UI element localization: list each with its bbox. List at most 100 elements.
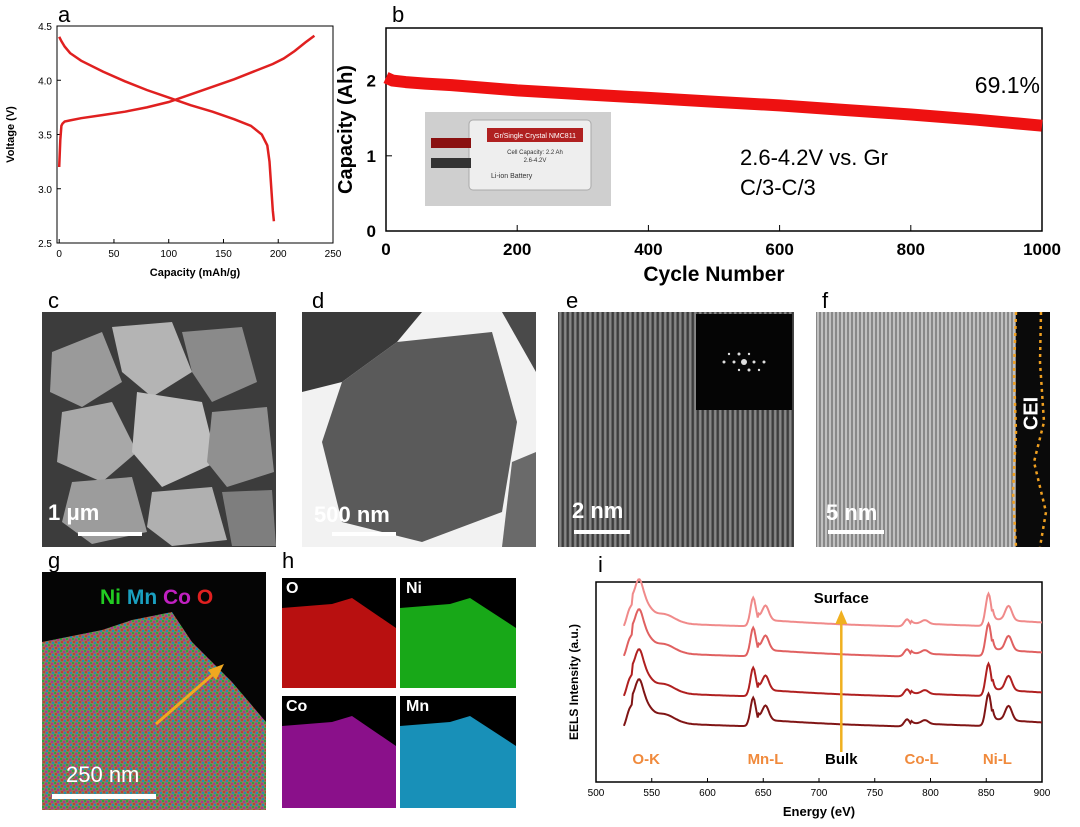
bulk-label: Bulk xyxy=(825,751,858,768)
x-tick-label-a: 100 xyxy=(160,249,177,260)
eds-element-legend: Ni Mn Co O xyxy=(100,586,213,610)
eds-label-co: Co xyxy=(163,586,192,609)
x-tick-label-i: 800 xyxy=(922,788,939,799)
y-axis-label-a: Voltage (V) xyxy=(5,106,17,163)
plot-frame-a xyxy=(56,25,334,244)
x-tick-label-a: 250 xyxy=(325,249,342,260)
battery-tab-negative xyxy=(431,158,471,168)
fft-pattern xyxy=(722,352,766,372)
x-tick-label-i: 500 xyxy=(588,788,605,799)
y-tick-label-a: 4.0 xyxy=(38,76,52,87)
voltage-window-annotation: 2.6-4.2V vs. Gr xyxy=(740,145,888,170)
eds-label-ni: Ni xyxy=(100,586,121,609)
x-tick-label-b: 400 xyxy=(634,240,662,259)
sem-particles xyxy=(42,312,276,547)
edge-label-ni-l: Ni-L xyxy=(983,751,1012,768)
eds-map-co: Co xyxy=(282,696,396,808)
surface-label: Surface xyxy=(814,590,869,607)
edge-label-mn-l: Mn-L xyxy=(748,751,784,768)
retention-annotation: 69.1% xyxy=(975,72,1040,98)
scalebar-label-c: 1 μm xyxy=(48,500,100,525)
x-axis-label-b: Cycle Number xyxy=(643,263,784,286)
scalebar-d xyxy=(332,532,396,536)
y-axis-label-b: Capacity (Ah) xyxy=(335,65,357,194)
x-tick-label-b: 1000 xyxy=(1023,240,1061,259)
eds-map-label-mn: Mn xyxy=(406,698,430,715)
chart-a-voltage-capacity: 0 50 100 150 200 250 2.5 3.0 3.5 4.0 4.5 Capacity (… xyxy=(5,22,342,279)
panel-label-b: b xyxy=(392,2,405,27)
edge-label-co-l: Co-L xyxy=(905,751,939,768)
x-tick-label-i: 700 xyxy=(811,788,828,799)
x-axis-label-a: Capacity (mAh/g) xyxy=(150,267,241,279)
scalebar-e xyxy=(574,530,630,534)
battery-label-line: 2.6-4.2V xyxy=(524,158,547,164)
panel-label-a: a xyxy=(58,2,71,27)
battery-brand: Li-ion Battery xyxy=(491,173,533,180)
plot-frame-i xyxy=(595,581,1043,783)
y-tick-label-b: 1 xyxy=(367,147,376,166)
eels-spectrum-2 xyxy=(622,648,1042,698)
x-tick-label-i: 900 xyxy=(1034,788,1051,799)
panel-label-h: h xyxy=(282,548,295,573)
eds-overlay-g: Ni Mn Co O 250 nm xyxy=(42,572,266,810)
y-tick-label-b: 0 xyxy=(367,222,376,241)
eds-label-mn: Mn xyxy=(126,586,158,609)
x-tick-label-b: 200 xyxy=(503,240,531,259)
y-axis-label-i: EELS Intensity (a.u.) xyxy=(567,624,581,740)
panel-label-f: f xyxy=(822,288,829,313)
x-tick-label-a: 150 xyxy=(215,249,232,260)
cei-dotted-boundary xyxy=(1011,312,1048,547)
eds-map-ni: Ni xyxy=(400,578,516,688)
x-tick-label-i: 600 xyxy=(699,788,716,799)
eds-map-mn: Mn xyxy=(400,696,516,808)
tem-image-d: 500 nm xyxy=(302,312,536,547)
eels-spectrum-1 xyxy=(622,608,1042,658)
x-tick-label-i: 750 xyxy=(866,788,883,799)
scalebar-label-f: 5 nm xyxy=(826,500,878,525)
eds-map-label-co: Co xyxy=(286,698,308,715)
sem-image-c: 1 μm xyxy=(42,312,276,547)
cei-tag: CEI xyxy=(1020,396,1043,431)
scalebar-label-d: 500 nm xyxy=(314,502,390,527)
eds-map-label-ni: Ni xyxy=(406,580,422,597)
eels-spectrum-0 xyxy=(622,578,1042,628)
x-tick-label-b: 800 xyxy=(897,240,925,259)
panel-label-c: c xyxy=(48,288,59,313)
eds-label-o: O xyxy=(196,586,214,609)
battery-label-strip xyxy=(487,128,583,142)
scalebar-f xyxy=(828,530,884,534)
battery-label-top: Gr/Single Crystal NMC811 xyxy=(494,133,576,140)
panel-label-g: g xyxy=(48,548,61,573)
x-axis-label-i: Energy (eV) xyxy=(783,804,855,819)
x-tick-label-a: 0 xyxy=(56,249,62,260)
eels-spectrum-3 xyxy=(622,678,1042,728)
haadf-image-f: CEI 5 nm xyxy=(816,312,1050,547)
y-tick-label-a: 3.5 xyxy=(38,131,52,142)
chart-i-eels: 500 550 600 650 700 750 800 850 900 Energy (eV) EE… xyxy=(567,578,1051,819)
scalebar-c xyxy=(78,532,142,536)
x-tick-label-i: 850 xyxy=(978,788,995,799)
x-tick-label-b: 600 xyxy=(765,240,793,259)
panel-label-i: i xyxy=(598,552,603,577)
x-tick-label-b: 0 xyxy=(381,240,390,259)
panel-label-e: e xyxy=(566,288,579,313)
eds-arrow xyxy=(155,664,224,726)
battery-tab-positive xyxy=(431,138,471,148)
chart-b-cycling: 0 200 400 600 800 1000 0 1 2 Cycle Number Capacity… xyxy=(335,27,1061,286)
rate-annotation: C/3-C/3 xyxy=(740,175,816,200)
eds-map-o: O xyxy=(282,578,396,688)
y-tick-label-a: 4.5 xyxy=(38,22,52,33)
eds-particle-region xyxy=(42,612,266,810)
x-tick-label-i: 550 xyxy=(643,788,660,799)
plot-frame-b xyxy=(385,27,1043,232)
y-tick-label-a: 2.5 xyxy=(38,239,52,250)
fft-inset xyxy=(696,314,792,410)
tem-particle xyxy=(302,312,536,547)
eds-map-label-o: O xyxy=(286,580,299,597)
x-tick-label-i: 650 xyxy=(755,788,772,799)
panel-label-d: d xyxy=(312,288,325,313)
scalebar-label-g: 250 nm xyxy=(66,762,140,787)
hrtem-image-e: 2 nm xyxy=(558,312,794,547)
series-band-b-0 xyxy=(383,72,1043,132)
y-tick-label-b: 2 xyxy=(367,72,376,91)
